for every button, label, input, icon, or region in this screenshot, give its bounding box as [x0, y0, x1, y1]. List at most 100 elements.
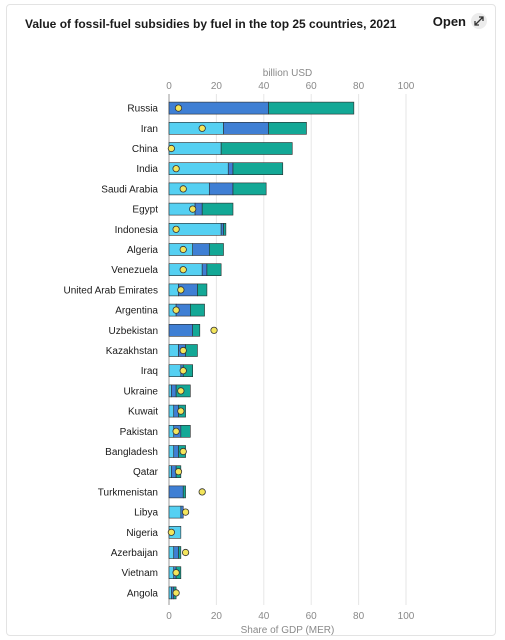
- gdp-share-marker: [172, 306, 180, 314]
- category-label: Venezuela: [111, 265, 158, 276]
- category-label: Turkmenistan: [98, 487, 158, 498]
- bar-segment: [201, 263, 208, 277]
- bar-segment: [197, 283, 208, 297]
- bar-segment: [206, 263, 222, 277]
- category-label: Algeria: [127, 245, 159, 256]
- bar-segment: [185, 344, 198, 357]
- category-label: Argentina: [115, 306, 158, 317]
- bar-segment: [168, 323, 194, 337]
- top-tick-label: 40: [258, 81, 270, 92]
- bar-segment: [171, 384, 177, 398]
- bar-segment: [268, 101, 355, 115]
- bar-segment: [173, 445, 179, 458]
- bar-segment: [201, 202, 234, 216]
- gdp-share-marker: [179, 447, 187, 456]
- bar-segment: [180, 424, 191, 438]
- category-label: Indonesia: [115, 225, 159, 236]
- gdp-share-marker: [167, 528, 175, 536]
- bar-segment: [168, 122, 224, 135]
- bar-segment: [192, 323, 201, 337]
- category-label: Uzbekistan: [109, 326, 158, 337]
- gdp-share-marker: [174, 468, 183, 476]
- category-label: Bangladesh: [105, 447, 158, 458]
- bar-segment: [168, 546, 175, 559]
- gdp-share-marker: [189, 205, 197, 213]
- gdp-share-marker: [181, 548, 190, 557]
- top-tick-label: 80: [353, 81, 365, 92]
- category-label: United Arab Emirates: [64, 285, 159, 296]
- gdp-share-marker: [172, 589, 180, 597]
- bar-segment: [208, 182, 234, 196]
- category-label: Qatar: [133, 467, 159, 478]
- top-tick-label: 20: [211, 81, 223, 92]
- bar-segment: [232, 182, 267, 196]
- gdp-share-marker: [167, 144, 175, 153]
- gdp-share-marker: [210, 326, 218, 334]
- top-tick-label: 100: [398, 81, 415, 92]
- bar-segment: [168, 101, 269, 115]
- bar-segment: [168, 505, 182, 519]
- category-label: Iraq: [141, 366, 158, 377]
- bar-segment: [168, 404, 175, 418]
- gdp-share-marker: [179, 185, 187, 193]
- top-tick-label: 60: [306, 81, 318, 92]
- category-label: Pakistan: [120, 427, 158, 438]
- category-label: Kuwait: [128, 407, 158, 418]
- bar-segment: [223, 122, 269, 135]
- bar-segment: [168, 485, 184, 499]
- bar-segment: [168, 142, 222, 155]
- bar-segment: [173, 546, 179, 559]
- bar-segment: [168, 586, 172, 600]
- gdp-share-marker: [177, 407, 185, 415]
- bar-segment: [192, 243, 210, 256]
- bar-segment: [227, 162, 234, 175]
- category-label: Azerbaijan: [111, 548, 158, 559]
- gdp-share-marker: [172, 165, 180, 173]
- external-expand-icon: [471, 13, 487, 29]
- gdp-share-marker: [181, 508, 190, 516]
- category-label: Egypt: [132, 205, 158, 216]
- category-label: China: [132, 144, 159, 155]
- bar-segment: [232, 162, 284, 175]
- open-button[interactable]: Open: [433, 13, 487, 29]
- top-axis-label: billion USD: [263, 68, 312, 79]
- gdp-share-marker: [177, 286, 185, 294]
- category-label: Nigeria: [126, 528, 158, 539]
- chart-title: Value of fossil-fuel subsidies by fuel i…: [25, 17, 397, 31]
- gdp-share-marker: [172, 225, 180, 233]
- top-tick-label: 0: [166, 81, 172, 92]
- bar-segment: [168, 283, 179, 297]
- bar-segment: [168, 445, 175, 458]
- bottom-tick-label: 100: [398, 611, 415, 622]
- bottom-tick-label: 60: [306, 611, 318, 622]
- bar-segment: [190, 303, 205, 317]
- bar-segment: [168, 364, 182, 378]
- gdp-share-marker: [179, 245, 187, 254]
- category-label: India: [136, 164, 158, 175]
- category-label: Iran: [141, 124, 158, 135]
- bar-segment: [223, 223, 227, 236]
- bar-segment: [220, 223, 224, 236]
- bottom-tick-label: 0: [166, 611, 172, 622]
- bar-segment: [168, 465, 172, 479]
- open-button-label: Open: [432, 13, 466, 29]
- gdp-share-marker: [179, 367, 187, 375]
- gdp-share-marker: [198, 124, 206, 132]
- bar-segment: [208, 243, 224, 256]
- category-label: Libya: [134, 508, 158, 519]
- gdp-share-marker: [177, 387, 185, 395]
- bar-segment: [168, 344, 179, 357]
- bottom-tick-label: 20: [211, 611, 223, 622]
- category-label: Kazakhstan: [106, 346, 158, 357]
- gdp-share-marker: [198, 488, 206, 496]
- bar-segment: [182, 485, 186, 499]
- bar-segment: [220, 142, 293, 155]
- gdp-share-marker: [172, 427, 180, 435]
- gdp-share-marker: [172, 569, 180, 577]
- category-label: Saudi Arabia: [101, 184, 158, 195]
- gdp-share-marker: [174, 104, 183, 112]
- bottom-tick-label: 40: [258, 611, 270, 622]
- bar-segment: [268, 122, 307, 135]
- category-label: Vietnam: [121, 568, 158, 579]
